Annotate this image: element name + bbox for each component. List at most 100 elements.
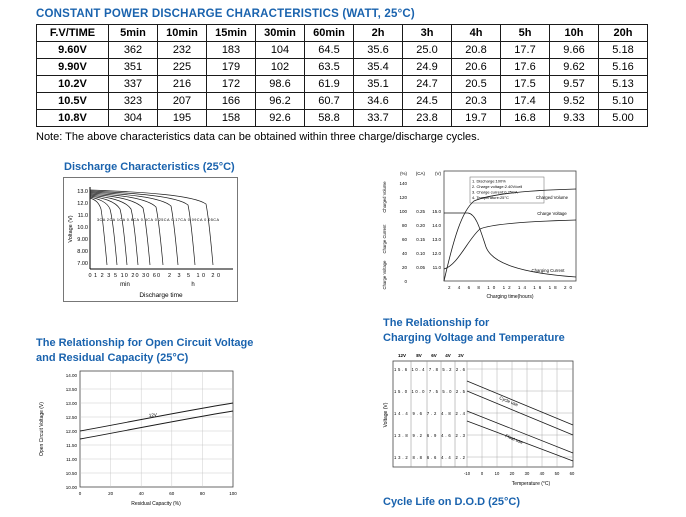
pct-tick-labels: 140 120 100 80 60 40 20 0: [399, 181, 407, 284]
x-tick: 50: [555, 471, 560, 476]
label-charged-volume: Charged Volume: [536, 195, 569, 200]
cell-watt-value: 17.5: [500, 75, 550, 93]
y-tick: 12.50: [66, 415, 78, 420]
cell-watt-value: 63.5: [304, 58, 354, 76]
col-header: 15min: [206, 24, 256, 42]
cell-watt-value: 351: [108, 58, 158, 76]
curve-0p05ca: [89, 189, 214, 266]
x-tick: 40: [540, 471, 545, 476]
col-header-2v: 2V: [458, 353, 464, 358]
cell-watt-value: 5.00: [598, 109, 648, 127]
col-header: 5h: [500, 24, 550, 42]
plot-frame: [79, 370, 234, 488]
cell-final-voltage: 10.2V: [36, 75, 109, 93]
table-row: 10.2V 337 216 172 98.6 61.9 35.1 24.7 20.5 17.5 9.…: [36, 75, 648, 93]
ocv-band-lower: [79, 410, 234, 440]
y-tick: 13.00: [66, 401, 78, 406]
constant-power-table: F.V/TIME 5min 10min 15min 30min 60min 2h 3h 4h 5h…: [36, 24, 648, 127]
cell-watt-value: 61.9: [304, 75, 354, 93]
pct-tick: 80: [402, 223, 408, 228]
float-use-lower: [466, 420, 574, 462]
col-header-4v: 4V: [445, 353, 451, 358]
y-tick: 10.00: [66, 485, 78, 490]
curve-3ca: [89, 197, 108, 266]
x-tick: 20: [108, 491, 114, 496]
cell-watt-value: 35.1: [353, 75, 403, 93]
curve-charging-current: [444, 212, 577, 278]
rot-label-charge-voltage: Charge Voltage: [382, 260, 387, 290]
ocv-chart-title-line2: and Residual Capacity (25°C): [36, 352, 189, 364]
page-title: CONSTANT POWER DISCHARGE CHARACTERISTICS…: [36, 8, 415, 20]
ca-tick: 0.10: [416, 251, 425, 256]
cell-watt-value: 20.5: [451, 75, 501, 93]
axis-unit-headers: (%) (CA) (V): [400, 171, 442, 176]
cell-watt-value: 5.16: [598, 58, 648, 76]
cell-watt-value: 183: [206, 41, 256, 59]
pct-tick: 100: [399, 209, 407, 214]
cell-watt-value: 5.13: [598, 75, 648, 93]
voltage-column-headers: 12V 8V 6V 4V 2V: [398, 353, 464, 358]
cycle-use-upper: [466, 380, 574, 426]
cell-watt-value: 232: [157, 41, 207, 59]
cell-watt-value: 35.6: [353, 41, 403, 59]
ca-tick: 0.15: [416, 237, 425, 242]
discharge-characteristics-chart: Voltage (V) 13.0 12.0 11.0 10.0 9.00 8.0…: [63, 177, 238, 302]
cell-watt-value: 225: [157, 58, 207, 76]
voltage-temp-curves: [466, 380, 574, 462]
col-header: 60min: [304, 24, 354, 42]
cell-watt-value: 172: [206, 75, 256, 93]
curve-charge-voltage: [443, 219, 577, 270]
x-tick: 20: [510, 471, 515, 476]
cell-watt-value: 5.10: [598, 92, 648, 110]
x-axis-label: Temperature (°C): [512, 481, 551, 487]
cell-watt-value: 5.18: [598, 41, 648, 59]
col-header: 2h: [353, 24, 403, 42]
cell-watt-value: 195: [157, 109, 207, 127]
cell-watt-value: 20.8: [451, 41, 501, 59]
cell-watt-value: 16.8: [500, 109, 550, 127]
x-axis-label: Charging time(hours): [487, 294, 534, 300]
cycle-life-title: Cycle Life on D.O.D (25°C): [383, 496, 521, 508]
v-tick: 13.0: [432, 237, 441, 242]
cell-watt-value: 24.5: [402, 92, 452, 110]
unit-percent: (%): [400, 171, 407, 176]
y-axis-label: Voltage (V): [383, 402, 389, 427]
y-tick: 11.50: [66, 443, 77, 448]
v-tick: 12.0: [432, 251, 441, 256]
cell-watt-value: 33.7: [353, 109, 403, 127]
y-tick-labels: 13.0 12.0 11.0 10.0 9.00 8.00 7.00: [77, 189, 88, 267]
y-axis-label: Open Circuit Voltage (V): [39, 402, 45, 456]
col-header: 3h: [402, 24, 452, 42]
cell-watt-value: 9.66: [549, 41, 599, 59]
discharge-curves: [89, 189, 214, 266]
pct-tick: 140: [399, 181, 407, 186]
cell-watt-value: 207: [157, 92, 207, 110]
x-tick: 0: [79, 491, 82, 496]
rot-label-charge-current: Charge Current: [382, 224, 387, 254]
charging-voltage-temperature-chart: Voltage (V) 12V 8V 6V 4V 2V 15.6 10.4 7.…: [383, 353, 575, 487]
y-tick: 11.0: [78, 213, 88, 219]
cell-watt-value: 304: [108, 109, 158, 127]
x-unit-h: h: [191, 282, 194, 288]
cell-watt-value: 25.0: [402, 41, 452, 59]
unit-v: (V): [435, 171, 442, 176]
cell-watt-value: 9.33: [549, 109, 599, 127]
pct-tick: 120: [399, 195, 407, 200]
ocv-curve-label: 12V: [149, 412, 157, 418]
discharge-rate-labels: 3CA 2CA 1CA 0.6CA 0.4CA 0.25CA 0.17CA 0.…: [97, 218, 219, 222]
legend-line: 4. Temperature:25°C: [472, 195, 509, 200]
col-header: 10h: [549, 24, 599, 42]
cell-final-voltage: 10.5V: [36, 92, 109, 110]
discharge-chart-title: Discharge Characteristics (25°C): [64, 161, 235, 173]
y-tick: 10.0: [77, 225, 88, 231]
v-tick: 11.0: [433, 265, 442, 270]
cell-watt-value: 17.4: [500, 92, 550, 110]
y-tick: 7.00: [77, 261, 88, 267]
curve-0p25ca: [89, 192, 164, 266]
cell-watt-value: 24.7: [402, 75, 452, 93]
cell-watt-value: 19.7: [451, 109, 501, 127]
y-tick-labels: 14.00 13.50 13.00 12.50 12.00 11.50 11.0…: [66, 373, 78, 490]
y-axis-label: Voltage (V): [68, 215, 74, 242]
curve-1ca: [89, 195, 128, 266]
